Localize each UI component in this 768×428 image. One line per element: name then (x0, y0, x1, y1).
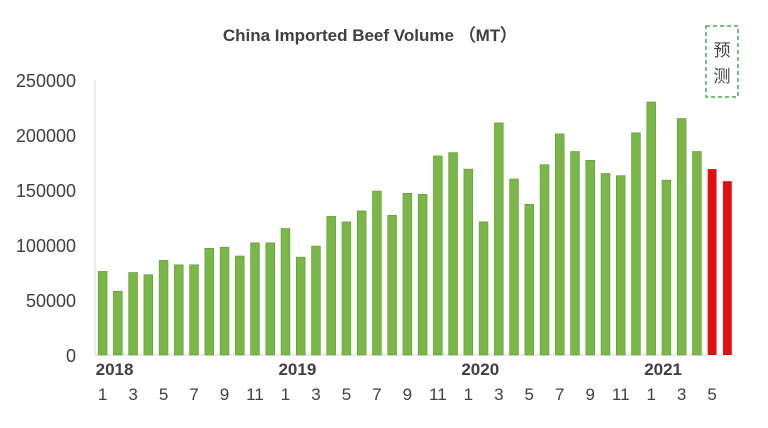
y-tick-label: 100000 (16, 236, 76, 256)
bar (204, 248, 215, 356)
x-month-label: 11 (429, 385, 447, 404)
chart-title: China Imported Beef Volume （MT） (223, 25, 517, 45)
x-month-label: 5 (342, 385, 351, 404)
bar (97, 271, 108, 356)
bar (676, 118, 687, 356)
bar (509, 178, 519, 356)
bar (570, 151, 580, 356)
x-month-label: 3 (128, 385, 137, 404)
bar (646, 101, 656, 356)
x-month-label: 5 (525, 385, 534, 404)
bar (585, 160, 595, 356)
bar (555, 133, 565, 356)
y-tick-label: 50000 (26, 291, 76, 311)
x-year-label: 2019 (278, 360, 316, 379)
bar (295, 256, 306, 356)
bar (478, 221, 489, 356)
bar (631, 132, 641, 356)
bar (235, 255, 245, 356)
bar (463, 168, 474, 356)
bar (311, 245, 321, 356)
forecast-label-char-1: 预 (714, 41, 731, 61)
bar (189, 264, 199, 356)
bar (417, 194, 428, 356)
x-month-label: 3 (494, 385, 503, 404)
bar (158, 260, 169, 356)
bars (97, 101, 732, 356)
y-tick-label: 250000 (16, 71, 76, 91)
y-axis-ticks: 0 50000 100000 150000 200000 250000 (16, 71, 76, 366)
bar (387, 215, 397, 356)
x-month-label: 1 (464, 385, 473, 404)
x-month-label: 7 (189, 385, 198, 404)
bar (265, 242, 275, 356)
x-year-label: 2020 (461, 360, 499, 379)
x-month-label: 11 (246, 385, 264, 404)
y-tick-label: 200000 (16, 126, 76, 146)
x-year-label: 2018 (96, 360, 134, 379)
x-month-label: 7 (555, 385, 564, 404)
bar (128, 272, 138, 356)
x-month-label: 1 (98, 385, 107, 404)
x-month-label: 11 (612, 385, 630, 404)
bar (356, 210, 367, 356)
x-month-label: 1 (646, 385, 655, 404)
x-month-label: 5 (159, 385, 168, 404)
bar (143, 274, 154, 356)
x-year-label: 2021 (644, 360, 682, 379)
x-month-label: 9 (220, 385, 229, 404)
bar (326, 216, 336, 356)
bar (615, 175, 626, 356)
bar-forecast (707, 169, 717, 355)
bar (494, 122, 504, 356)
bar (174, 264, 184, 356)
x-month-label: 1 (281, 385, 290, 404)
bar (372, 190, 382, 356)
bar (524, 204, 535, 356)
bar (448, 152, 458, 356)
x-month-label: 7 (372, 385, 381, 404)
bar (661, 179, 672, 356)
bar (539, 164, 550, 356)
y-tick-label: 150000 (16, 181, 76, 201)
bar (692, 151, 702, 356)
bar-forecast (722, 181, 732, 355)
forecast-legend-box (705, 25, 739, 98)
forecast-label-char-2: 测 (714, 67, 731, 87)
bar (402, 193, 413, 356)
x-month-label: 9 (586, 385, 595, 404)
forecast-legend: 预 测 (705, 25, 739, 98)
y-tick-label: 0 (66, 346, 76, 366)
bar (219, 246, 230, 356)
x-month-label: 3 (311, 385, 320, 404)
x-month-label: 5 (707, 385, 716, 404)
bar (433, 155, 443, 356)
bar (600, 173, 611, 356)
bar (280, 228, 291, 356)
bar (341, 221, 352, 356)
x-month-label: 9 (403, 385, 412, 404)
x-month-label: 3 (677, 385, 686, 404)
bar (250, 242, 260, 356)
bar (113, 290, 123, 356)
